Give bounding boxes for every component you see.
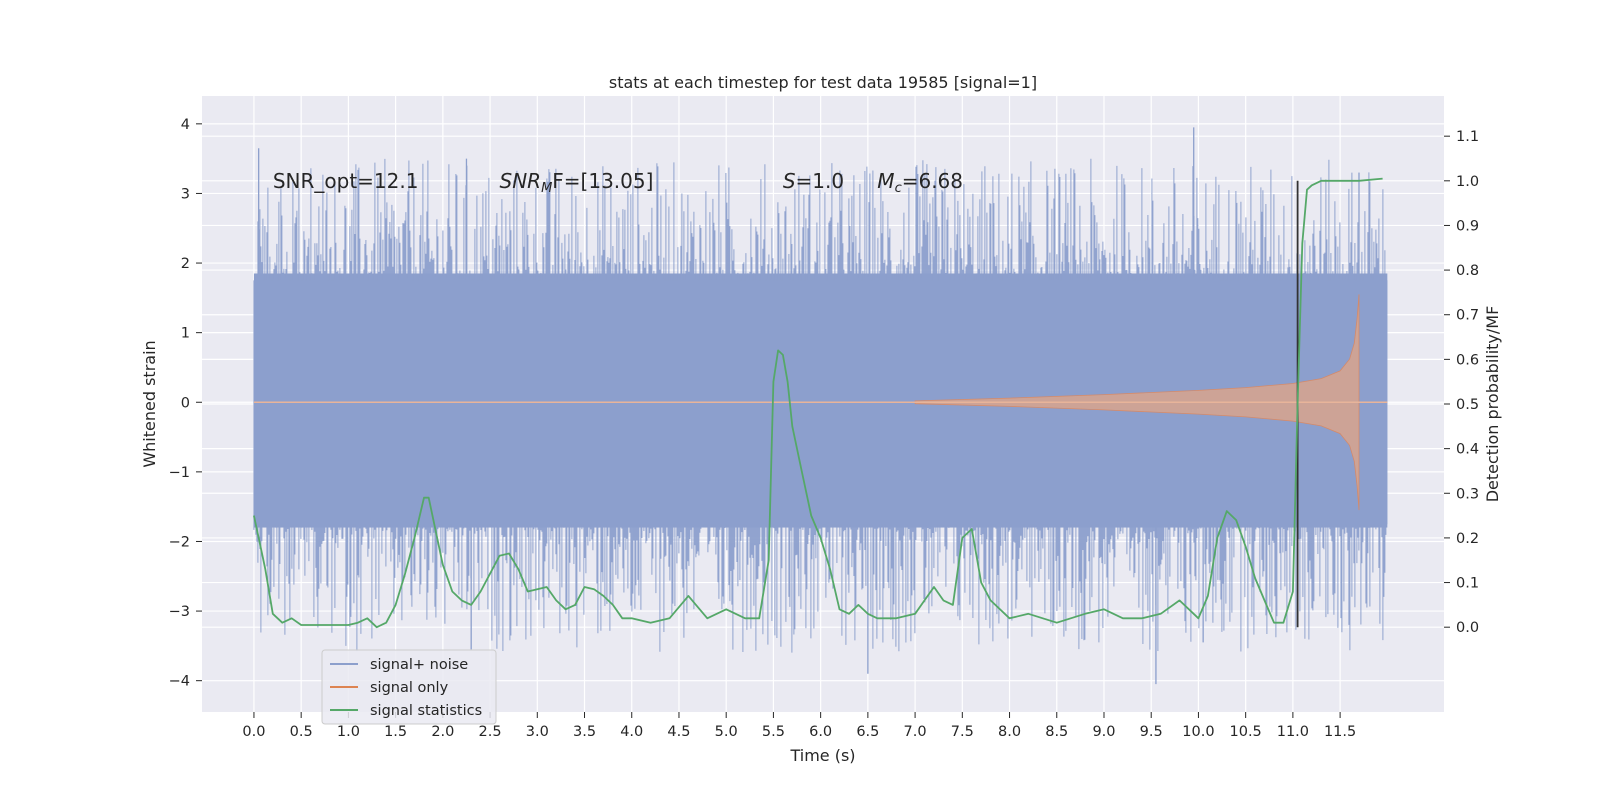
y-tick-label: 1 — [181, 326, 190, 342]
x-tick-label: 3.0 — [526, 724, 549, 740]
y2-tick-label: 0.3 — [1456, 486, 1479, 502]
x-tick-label: 10.5 — [1230, 724, 1262, 740]
y2-axis-label: Detection probability/MF — [1483, 306, 1502, 503]
y2-tick-label: 0.8 — [1456, 263, 1479, 279]
x-tick-label: 11.5 — [1324, 724, 1356, 740]
y-tick-label: −4 — [169, 674, 190, 690]
y2-tick-label: 0.5 — [1456, 397, 1479, 413]
x-tick-label: 5.5 — [762, 724, 785, 740]
series-layer — [253, 127, 1388, 685]
annotation-3: Mc=6.68 — [877, 169, 963, 196]
annotations: SNR_opt=12.1 SNRMF=[13.05] S=1.0 Mc=6.68 — [273, 169, 963, 196]
x-tick-label: 8.5 — [1045, 724, 1068, 740]
annotation-2: S=1.0 — [783, 169, 844, 193]
y-tick-label: −2 — [169, 534, 190, 550]
x-tick-label: 5.0 — [715, 724, 738, 740]
y-axis-label: Whitened strain — [140, 340, 159, 467]
x-tick-label: 0.0 — [242, 724, 265, 740]
y-tick-label: 3 — [181, 186, 190, 202]
x-tick-label: 7.5 — [951, 724, 974, 740]
x-tick-label: 2.0 — [431, 724, 454, 740]
x-tick-label: 1.5 — [384, 724, 407, 740]
x-axis-label: Time (s) — [789, 746, 855, 765]
y2-tick-label: 0.0 — [1456, 620, 1479, 636]
ticks: 0.0 0.5 1.0 1.5 2.0 2.5 3.0 3.5 4.0 4.5 5.0 5.5 6.0 6… — [169, 117, 1479, 740]
y2-tick-label: 1.1 — [1456, 129, 1479, 145]
x-tick-label: 0.5 — [290, 724, 313, 740]
series-signal-statistics — [253, 177, 1383, 629]
x-tick-label: 2.5 — [479, 724, 502, 740]
legend-box — [321, 649, 497, 725]
x-tick-label: 4.5 — [667, 724, 690, 740]
y-tick-label: 2 — [181, 256, 190, 272]
x-tick-label: 11.0 — [1277, 724, 1309, 740]
x-tick-label: 6.0 — [809, 724, 832, 740]
x-tick-label: 9.5 — [1140, 724, 1163, 740]
y2-tick-label: 1.0 — [1456, 174, 1479, 190]
y-tick-label: −1 — [169, 465, 190, 481]
y-tick-label: 4 — [181, 117, 190, 133]
legend: signal+ noise signal only signal statistic… — [321, 649, 497, 725]
x-tick-label: 9.0 — [1092, 724, 1115, 740]
y2-tick-label: 0.6 — [1456, 352, 1479, 368]
chart-title: stats at each timestep for test data 195… — [609, 73, 1037, 92]
x-tick-label: 7.0 — [904, 724, 927, 740]
y2-tick-label: 0.7 — [1456, 308, 1479, 324]
y2-tick-label: 0.9 — [1456, 218, 1479, 234]
y-tick-label: 0 — [181, 395, 190, 411]
annotation-0: SNR_opt=12.1 — [273, 169, 419, 193]
x-tick-label: 1.0 — [337, 724, 360, 740]
x-tick-label: 6.5 — [856, 724, 879, 740]
legend-label: signal only — [370, 680, 449, 696]
y-tick-label: −3 — [169, 604, 190, 620]
legend-label: signal+ noise — [370, 657, 468, 673]
legend-label: signal statistics — [370, 703, 482, 719]
y2-tick-label: 0.4 — [1456, 442, 1479, 458]
x-tick-label: 4.0 — [620, 724, 643, 740]
x-tick-label: 8.0 — [998, 724, 1021, 740]
y2-tick-label: 0.2 — [1456, 531, 1479, 547]
annotation-1: SNRMF=[13.05] — [500, 169, 654, 196]
y2-tick-label: 0.1 — [1456, 576, 1479, 592]
x-tick-label: 10.0 — [1182, 724, 1214, 740]
x-tick-label: 3.5 — [573, 724, 596, 740]
